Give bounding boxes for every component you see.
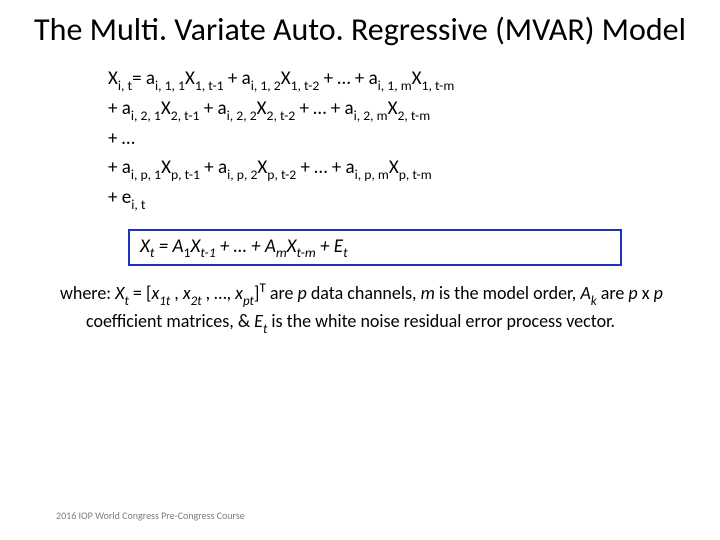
eq-line-2: + ai, 2, 1X2, t-1 + ai, 2, 2X2, t-2 + … … (108, 95, 652, 125)
equation-block: Xi, t= ai, 1, 1X1, t-1 + ai, 1, 2X1, t-2… (108, 65, 652, 215)
eq-sub: t (150, 244, 155, 261)
eq-text: X (412, 67, 422, 90)
eq-sub: 1 (184, 244, 191, 261)
eq-text: X (108, 67, 118, 90)
eq-line-1: Xi, t= ai, 1, 1X1, t-1 + ai, 1, 2X1, t-2… (108, 65, 652, 95)
eq-text: X (161, 156, 171, 179)
eq-text: + a (200, 156, 227, 179)
desc-text: coefficient matrices, & (86, 310, 254, 332)
eq-text: X (190, 235, 200, 258)
desc-sub: t (125, 294, 129, 309)
eq-sub: m (276, 244, 287, 261)
eq-text: + a (199, 97, 226, 120)
desc-sub: t (263, 322, 267, 337)
eq-sub: 2, t-2 (267, 107, 296, 124)
eq-sub: i, t (118, 77, 132, 94)
slide-title: The Multi. Variate Auto. Regressive (MVA… (28, 12, 692, 49)
eq-sub: i, 1, 2 (251, 77, 281, 94)
slide: The Multi. Variate Auto. Regressive (MVA… (0, 0, 720, 540)
eq-text: X (257, 97, 267, 120)
eq-sub: 1, t-1 (195, 77, 224, 94)
eq-text: X (185, 67, 195, 90)
desc-text: data channels, (307, 282, 421, 304)
eq-sub: t-m (297, 244, 316, 261)
eq-sub: i, 2, 2 (227, 107, 257, 124)
desc-text: where: (60, 282, 115, 304)
eq-text: + … + a (296, 156, 354, 179)
desc-text: x (638, 282, 654, 304)
eq-text: + … + a (295, 97, 353, 120)
eq-sub: i, p, m (355, 166, 389, 183)
eq-sub: t-1 (200, 244, 215, 261)
eq-sub: 2, t-1 (171, 107, 200, 124)
eq-sub: i, 1, 1 (155, 77, 185, 94)
desc-text: is the white noise residual error proces… (267, 310, 615, 332)
desc-text: p (654, 282, 663, 304)
desc-text: , …, (202, 282, 236, 304)
eq-text: X (287, 235, 297, 258)
eq-text: + … + A (216, 235, 276, 258)
eq-sub: i, p, 1 (131, 166, 161, 183)
eq-sub: i, 1, m (378, 77, 412, 94)
description: where: Xt = [x1t , x2t , …, xpt]T are p … (68, 280, 692, 337)
matrix-equation-box: Xt = A1Xt-1 + … + AmXt-m + Et (128, 229, 622, 267)
eq-text: X (161, 97, 171, 120)
desc-sub: 1t (159, 294, 170, 309)
desc-text: is the model order, (435, 282, 581, 304)
desc-text: p (628, 282, 637, 304)
eq-text: = a (132, 67, 155, 90)
desc-text: p (298, 282, 307, 304)
eq-line-3: + … (108, 125, 652, 154)
eq-text: X (140, 235, 150, 258)
eq-sub: 2, t-m (397, 107, 430, 124)
eq-text: + a (108, 156, 131, 179)
eq-text: + E (316, 235, 343, 258)
eq-text: X (257, 156, 267, 179)
footer-text: 2016 IOP World Congress Pre-Congress Cou… (56, 509, 245, 522)
eq-sub: p, t-m (399, 166, 432, 183)
eq-text: X (388, 97, 398, 120)
eq-sub: p, t-2 (267, 166, 296, 183)
eq-sub: i, t (131, 196, 145, 213)
eq-sub: i, 2, m (354, 107, 388, 124)
eq-sub: p, t-1 (171, 166, 200, 183)
eq-text: + a (108, 97, 131, 120)
desc-text: are (597, 282, 629, 304)
eq-line-5: + ei, t (108, 184, 652, 214)
desc-sub: pt (243, 294, 254, 309)
eq-text: + … + a (319, 67, 377, 90)
eq-line-4: + ai, p, 1Xp, t-1 + ai, p, 2Xp, t-2 + … … (108, 154, 652, 184)
desc-sub: k (591, 294, 597, 309)
eq-text: X (389, 156, 399, 179)
desc-sub: 2t (191, 294, 202, 309)
eq-sub: t (343, 244, 348, 261)
eq-text: X (281, 67, 291, 90)
eq-sub: 1, t-2 (291, 77, 320, 94)
eq-text: + a (224, 67, 251, 90)
desc-text: = [ (129, 282, 152, 304)
desc-text: m (421, 282, 435, 304)
desc-text: are (266, 282, 298, 304)
desc-text: E (254, 310, 263, 332)
eq-text: = A (154, 235, 183, 258)
desc-text: X (115, 282, 124, 304)
eq-sub: 1, t-m (422, 77, 455, 94)
eq-text: + e (108, 186, 131, 209)
desc-text: x (183, 282, 191, 304)
desc-text: x (235, 282, 243, 304)
eq-sub: i, 2, 1 (131, 107, 161, 124)
eq-sub: i, p, 2 (227, 166, 257, 183)
desc-text: , (170, 282, 183, 304)
desc-text: A (580, 282, 590, 304)
